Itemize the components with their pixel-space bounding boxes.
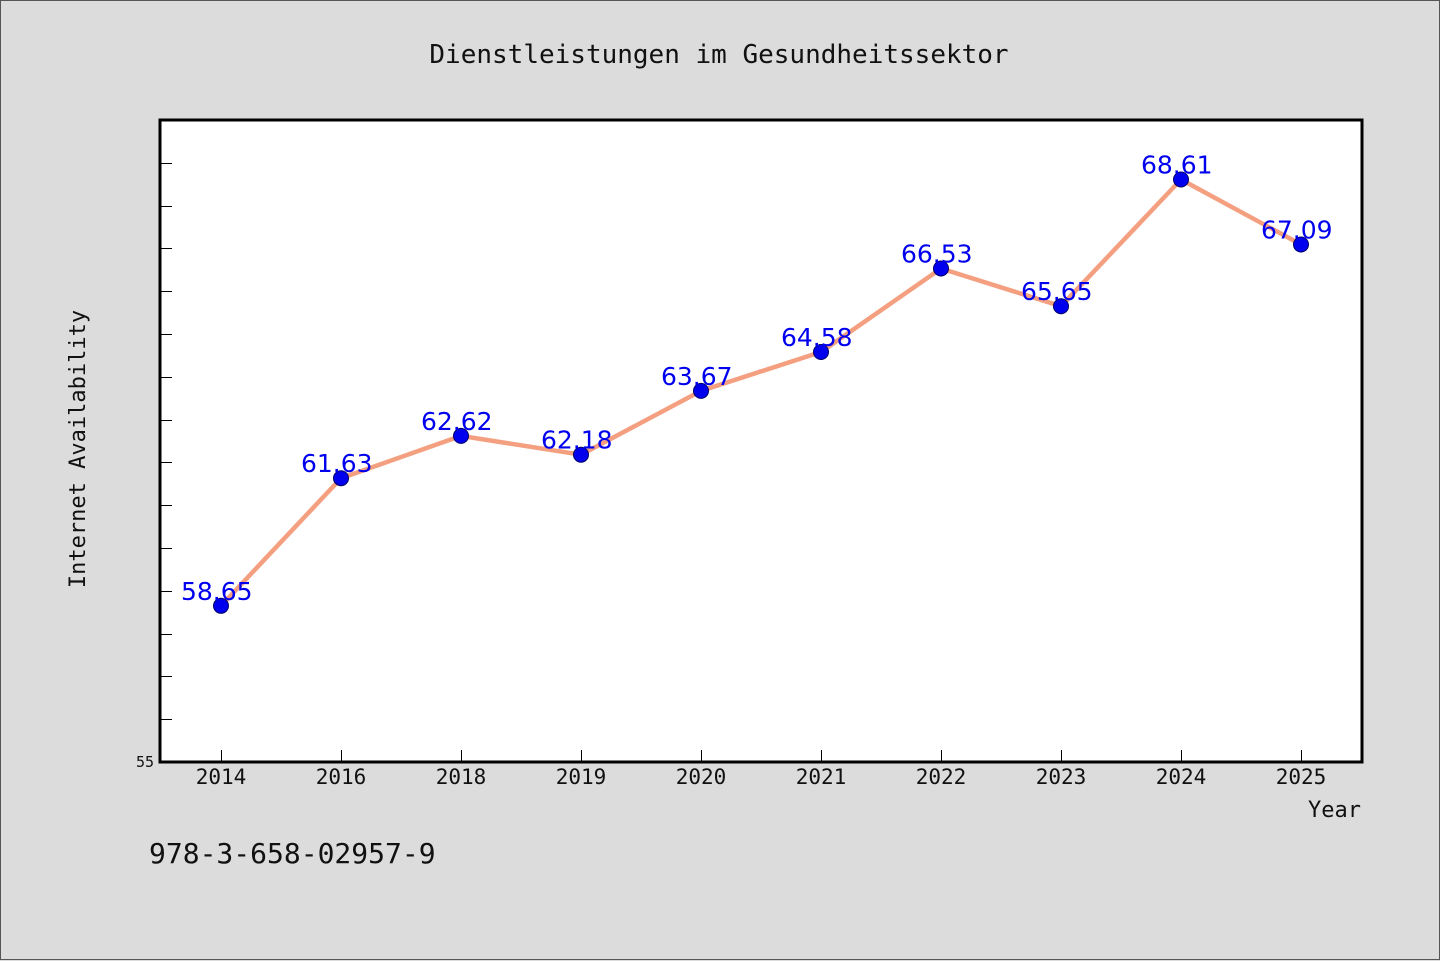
data-label: 64.58: [781, 323, 853, 352]
x-tick-label: 2019: [556, 765, 607, 789]
data-label: 62.62: [421, 407, 493, 436]
x-tick-label: 2022: [916, 765, 967, 789]
data-label: 61.63: [301, 449, 373, 478]
data-label: 68.61: [1141, 151, 1213, 180]
x-tick-label: 2024: [1156, 765, 1207, 789]
data-label: 67.09: [1261, 216, 1333, 245]
x-tick-label: 2023: [1036, 765, 1087, 789]
data-label: 63.67: [661, 362, 733, 391]
data-point: [1053, 298, 1069, 315]
y-axis-label: Internet Availability: [66, 310, 91, 588]
data-point: [453, 427, 469, 444]
data-label: 62.18: [541, 426, 613, 455]
x-tick-label: 2025: [1276, 765, 1327, 789]
x-tick-label: 2016: [316, 765, 367, 789]
isbn-label: 978-3-658-02957-9: [149, 837, 436, 870]
data-label: 65.65: [1021, 277, 1093, 306]
y-axis-ticks: [160, 163, 172, 720]
x-tick-label: 2020: [676, 765, 727, 789]
x-axis-ticks: [221, 750, 1302, 762]
data-point: [933, 260, 949, 277]
data-point: [1293, 236, 1309, 253]
x-tick-label: 2014: [196, 765, 247, 789]
data-label: 58.65: [181, 577, 253, 606]
data-point: [573, 446, 589, 463]
series-layer: 58.65 61.63 62.62 62.18 63.67 64.58 66.53 65.65…: [181, 151, 1333, 614]
data-point: [813, 344, 829, 360]
x-axis-label: Year: [1308, 798, 1361, 823]
x-tick-label: 2018: [436, 765, 487, 789]
data-point: [213, 597, 229, 614]
data-point: [333, 470, 349, 487]
x-axis-tick-labels: 2014 2016 2018 2019 2020 2021 2022 2023 2024 2025: [196, 765, 1327, 789]
chart-title: Dienstleistungen im Gesundheitssektor: [429, 40, 1008, 70]
x-tick-label: 2021: [796, 765, 847, 789]
y-axis-min-label: 55: [136, 753, 154, 771]
data-point: [693, 382, 709, 399]
data-point: [1173, 171, 1189, 188]
data-label: 66.53: [901, 240, 973, 269]
series-line: [219, 177, 1303, 608]
plot-area: [158, 118, 1364, 764]
